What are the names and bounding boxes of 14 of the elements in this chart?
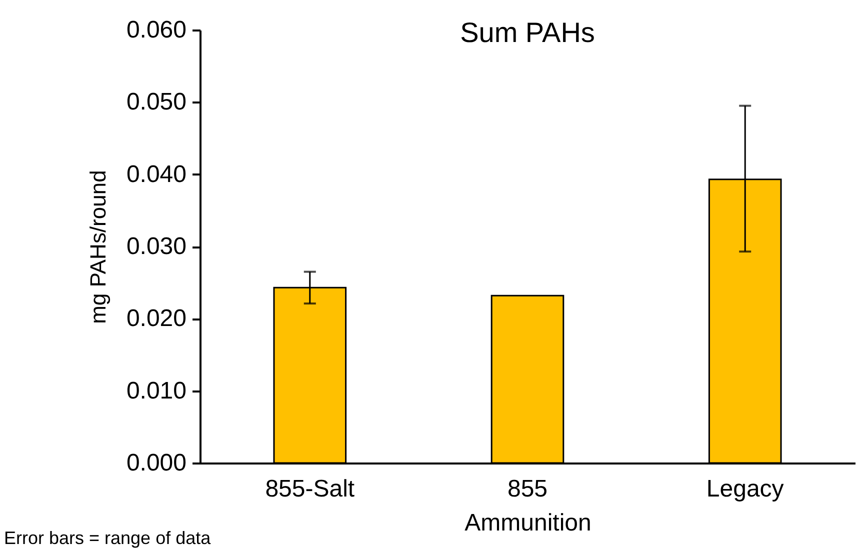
y-tick-label: 0.020	[126, 305, 186, 332]
y-tick-label: 0.030	[126, 233, 186, 260]
chart-title: Sum PAHs	[460, 17, 595, 48]
y-tick-label: 0.040	[126, 160, 186, 188]
x-tick-label: 855	[507, 476, 548, 502]
y-tick-label: 0.050	[126, 88, 186, 116]
y-tick-label: 0.000	[126, 450, 186, 476]
y-tick-label: 0.010	[126, 377, 186, 404]
y-tick-label: 0.060	[126, 16, 186, 44]
y-axis-title: mg PAHs/round	[85, 170, 110, 324]
x-tick-label: Legacy	[706, 476, 784, 502]
x-axis-title: Ammunition	[464, 510, 592, 536]
text: Error bars = range of data	[4, 528, 211, 549]
x-tick-label: 855-Salt	[265, 476, 355, 502]
